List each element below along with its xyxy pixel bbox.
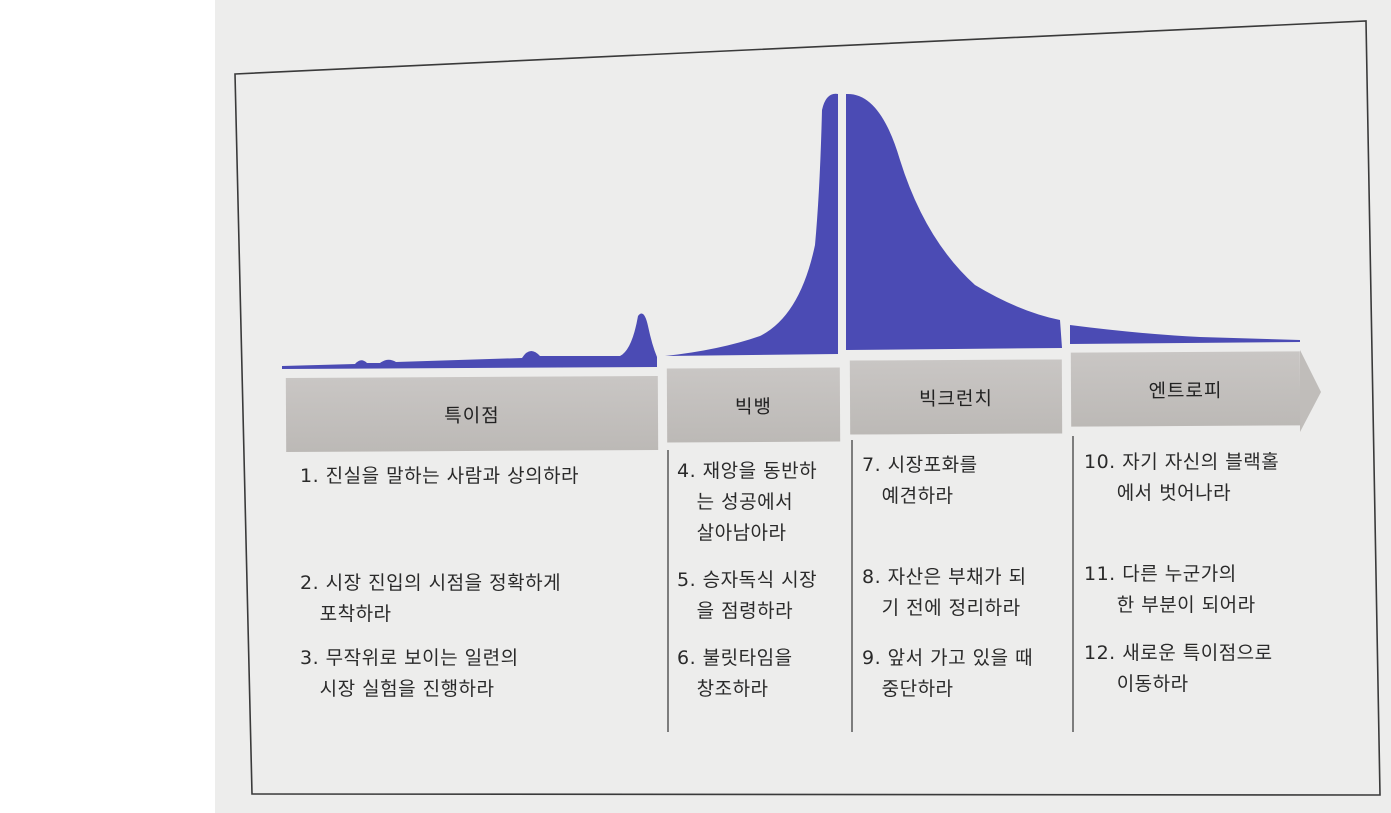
- step-9: 9. 앞서 가고 있을 때 중단하라: [862, 647, 1034, 700]
- curve-segment-bigbang: [665, 93, 838, 357]
- step-11: 11. 다른 누군가의 한 부분이 되어라: [1084, 563, 1256, 616]
- figure-border: [234, 20, 1381, 796]
- step-10: 10. 자기 자신의 블랙홀 에서 벗어나라: [1084, 451, 1280, 504]
- step-6: 6. 불릿타임을 창조하라: [677, 647, 793, 700]
- curve-segment-entropy: [1070, 325, 1300, 344]
- step-7: 7. 시장포화를 예견하라: [862, 454, 978, 507]
- timeline-arrow-head: [1300, 350, 1321, 432]
- stage-label: 특이점: [444, 404, 500, 427]
- step-1: 1. 진실을 말하는 사람과 상의하라: [300, 465, 580, 487]
- stage-band-entropy: 엔트로피: [1070, 351, 1301, 427]
- step-12: 12. 새로운 특이점으로 이동하라: [1084, 642, 1273, 695]
- step-3: 3. 무작위로 보이는 일련의 시장 실험을 진행하라: [300, 647, 519, 700]
- step-2: 2. 시장 진입의 시점을 정확하게 포착하라: [300, 572, 562, 625]
- curve-segment-bigcrunch: [846, 93, 1062, 350]
- stage-label: 엔트로피: [1148, 379, 1223, 402]
- step-5: 5. 승자독식 시장 을 점령하라: [677, 569, 818, 622]
- curve-segment-singularity: [282, 313, 657, 369]
- step-4: 4. 재앙을 동반하 는 성공에서 살아남아라: [677, 460, 818, 544]
- stage-label: 빅뱅: [734, 395, 773, 418]
- stage-band-singularity: 특이점: [285, 376, 659, 452]
- column-divider: [1072, 436, 1074, 732]
- stage-label: 빅크런치: [918, 387, 994, 410]
- column-divider: [667, 450, 669, 732]
- stage-band-bigbang: 빅뱅: [666, 367, 841, 443]
- step-8: 8. 자산은 부채가 되 기 전에 정리하라: [862, 566, 1027, 619]
- stage-band-bigcrunch: 빅크런치: [849, 359, 1063, 435]
- column-divider: [851, 440, 853, 732]
